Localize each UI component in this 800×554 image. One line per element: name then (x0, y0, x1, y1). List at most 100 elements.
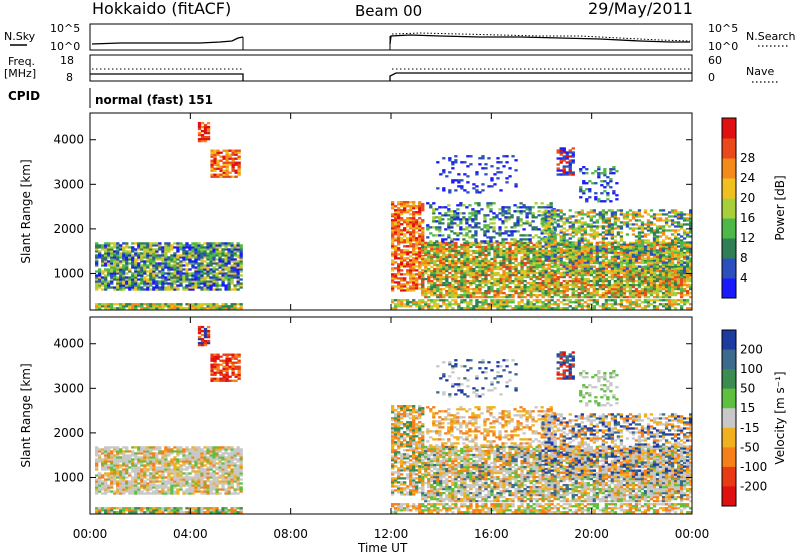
power-echo-cell (652, 233, 657, 236)
power-echo-cell (200, 274, 204, 277)
power-echo-cell (604, 225, 609, 228)
power-echo-cell (550, 287, 554, 291)
power-echo-cell (104, 252, 108, 255)
power-echo-cell (137, 256, 141, 259)
power-echo-cell (535, 243, 539, 247)
power-echo-cell (631, 243, 636, 246)
power-echo-cell (538, 287, 542, 291)
power-echo-cell (613, 287, 618, 291)
power-echo-cell (200, 133, 205, 137)
power-echo-cell (631, 215, 636, 218)
power-echo-cell (391, 207, 395, 210)
power-echo-cell (550, 257, 554, 260)
power-echo-cell (643, 235, 648, 238)
power-echo-cell (592, 285, 596, 289)
power-echo-cell (652, 229, 657, 232)
power-echo-cell (418, 241, 422, 244)
power-echo-cell (510, 230, 514, 233)
power-echo-cell (438, 220, 442, 223)
power-echo-cell (562, 291, 566, 295)
power-echo-cell (583, 221, 587, 224)
power-echo-cell (445, 291, 449, 295)
power-echo-cell (122, 270, 126, 273)
power-echo-cell (191, 307, 195, 310)
power-echo-cell (571, 291, 575, 295)
power-echo-cell (421, 207, 425, 210)
power-echo-cell (453, 222, 457, 225)
power-echo-cell (616, 291, 621, 295)
power-echo-cell (664, 237, 669, 240)
power-echo-cell (631, 279, 636, 283)
power-echo-cell (110, 276, 114, 279)
power-echo-cell (394, 215, 398, 218)
power-echo-cell (191, 266, 195, 269)
power-echo-cell (236, 284, 240, 287)
power-echo-cell (619, 275, 624, 279)
power-echo-cell (119, 278, 123, 281)
power-echo-cell (236, 246, 240, 249)
power-echo-cell (210, 153, 214, 156)
power-echo-cell (496, 271, 500, 275)
power-echo-cell (586, 223, 590, 226)
power-echo-cell (580, 267, 584, 270)
power-echo-cell (661, 273, 666, 277)
power-echo-cell (421, 293, 425, 297)
power-echo-cell (436, 267, 440, 271)
power-echo-cell (484, 277, 488, 281)
power-echo-cell (607, 261, 612, 265)
power-echo-cell (622, 283, 627, 287)
power-echo-cell (460, 251, 464, 255)
power-echo-cell (95, 264, 99, 267)
power-echo-cell (179, 276, 183, 279)
power-echo-cell (113, 303, 117, 306)
power-echo-cell (673, 211, 678, 214)
power-echo-cell (403, 207, 407, 210)
power-echo-cell (501, 208, 505, 211)
power-echo-cell (475, 251, 479, 255)
power-echo-cell (538, 261, 542, 265)
power-echo-cell (649, 281, 654, 285)
power-echo-cell (510, 216, 514, 219)
power-echo-cell (161, 286, 165, 289)
power-echo-cell (475, 255, 479, 259)
power-echo-cell (164, 280, 168, 283)
power-echo-cell (577, 295, 581, 299)
power-echo-cell (161, 254, 165, 257)
power-echo-cell (421, 209, 425, 212)
power-echo-cell (661, 281, 666, 285)
power-echo-cell (125, 252, 129, 255)
power-echo-cell (595, 213, 599, 216)
power-echo-cell (116, 254, 120, 257)
power-echo-cell (523, 273, 527, 277)
power-echo-cell (643, 275, 648, 279)
power-echo-cell (113, 244, 117, 247)
power-echo-cell (547, 241, 551, 244)
power-echo-cell (167, 303, 171, 306)
power-echo-cell (155, 254, 159, 257)
power-echo-cell (547, 249, 551, 253)
power-echo-cell (412, 211, 416, 214)
power-echo-cell (173, 276, 177, 279)
power-echo-cell (652, 267, 657, 270)
nsearch-trace-late (391, 32, 691, 42)
power-echo-cell (409, 241, 413, 244)
power-echo-cell (664, 283, 669, 287)
power-echo-cell (215, 307, 219, 310)
power-echo-cell (637, 283, 642, 287)
power-echo-cell (598, 217, 602, 220)
power-echo-cell (224, 278, 228, 281)
power-echo-cell (517, 279, 521, 283)
power-echo-cell (673, 265, 678, 268)
power-echo-cell (110, 246, 114, 249)
power-echo-cell (487, 285, 491, 289)
power-echo-cell (403, 229, 407, 232)
power-echo-cell (216, 163, 220, 166)
power-echo-cell (625, 247, 630, 251)
power-echo-cell (215, 276, 219, 279)
power-echo-cell (188, 280, 192, 283)
power-echo-cell (541, 269, 545, 273)
power-echo-cell (580, 239, 584, 242)
power-echo-cell (504, 232, 508, 235)
power-echo-cell (197, 139, 202, 143)
power-echo-cell (104, 242, 108, 245)
